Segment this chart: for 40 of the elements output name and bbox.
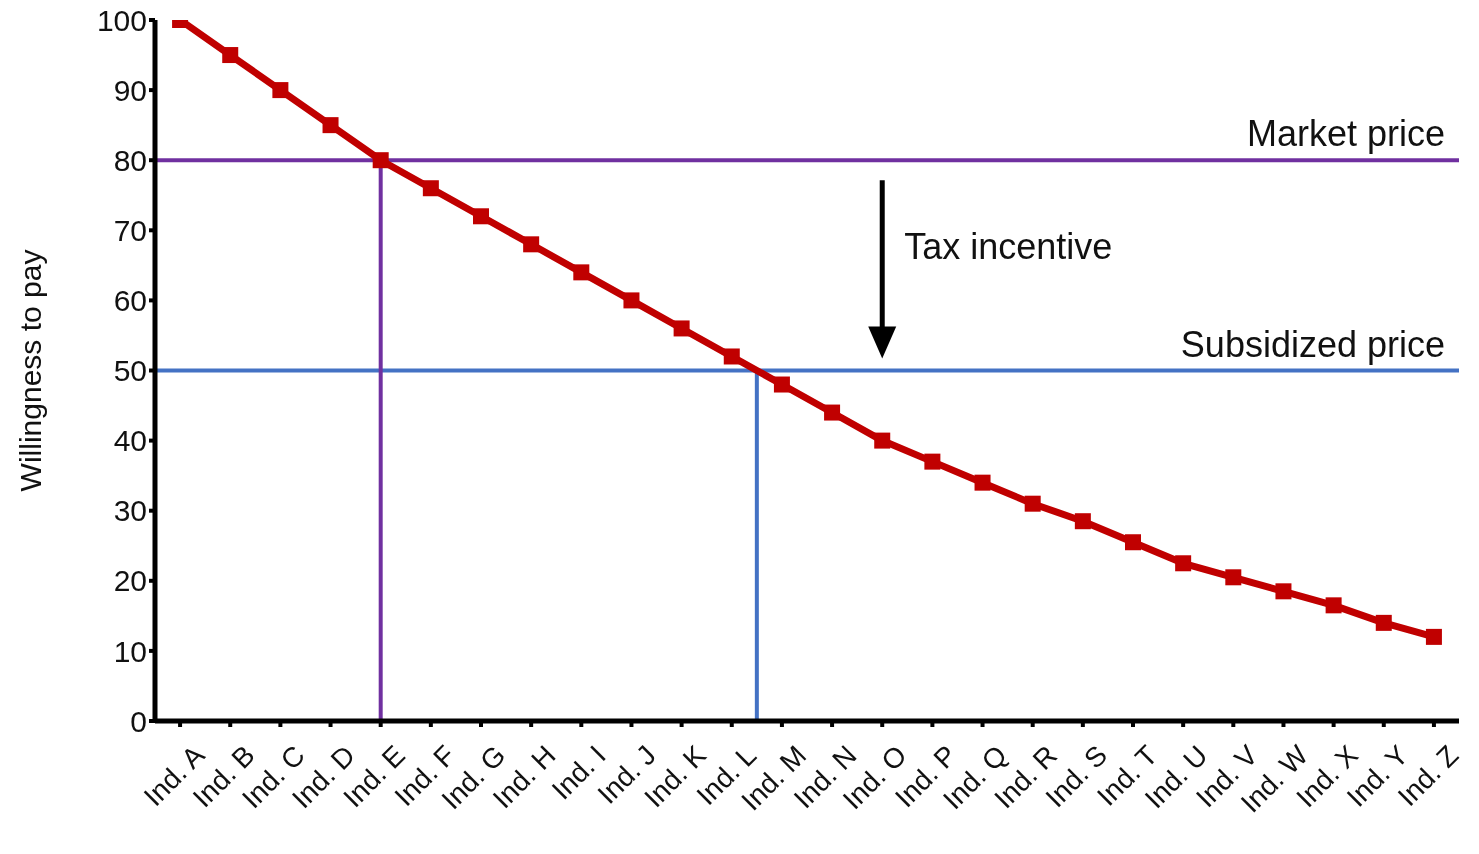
y-tick-label: 30 <box>113 494 147 528</box>
y-tick-label: 100 <box>96 3 147 37</box>
point <box>623 292 640 309</box>
point <box>723 348 740 365</box>
point <box>322 117 339 134</box>
y-tick-label: 10 <box>113 634 147 668</box>
point <box>773 376 790 393</box>
y-tick-label: 70 <box>113 213 147 247</box>
y-axis-title: Willingness to pay <box>13 249 47 492</box>
point <box>1125 534 1141 551</box>
y-tick-label: 90 <box>113 73 147 107</box>
point <box>924 453 941 470</box>
point <box>272 82 289 99</box>
point <box>673 320 690 337</box>
y-tick-label: 20 <box>113 564 147 598</box>
point <box>372 152 389 169</box>
y-tick-label: 40 <box>113 424 147 458</box>
point <box>1074 513 1091 530</box>
y-tick-label: 80 <box>113 143 147 177</box>
point <box>974 474 991 491</box>
ref-line-label: Subsidized price <box>1180 323 1445 365</box>
point <box>573 264 590 281</box>
point <box>422 180 439 197</box>
point <box>1225 569 1242 586</box>
point <box>1275 583 1292 600</box>
y-tick-label: 60 <box>113 284 147 318</box>
point <box>1425 628 1442 645</box>
annotation: Tax incentive <box>904 225 1113 267</box>
y-tick-label: 0 <box>130 704 147 738</box>
point <box>473 208 489 225</box>
point <box>523 236 540 253</box>
point <box>1375 614 1392 631</box>
point <box>824 404 841 421</box>
ref-line-label: Market price <box>1246 113 1445 155</box>
point <box>1024 495 1041 512</box>
point <box>874 432 891 449</box>
point <box>1175 555 1192 572</box>
point <box>1325 597 1342 614</box>
y-tick-label: 50 <box>113 354 147 388</box>
point <box>222 47 239 64</box>
